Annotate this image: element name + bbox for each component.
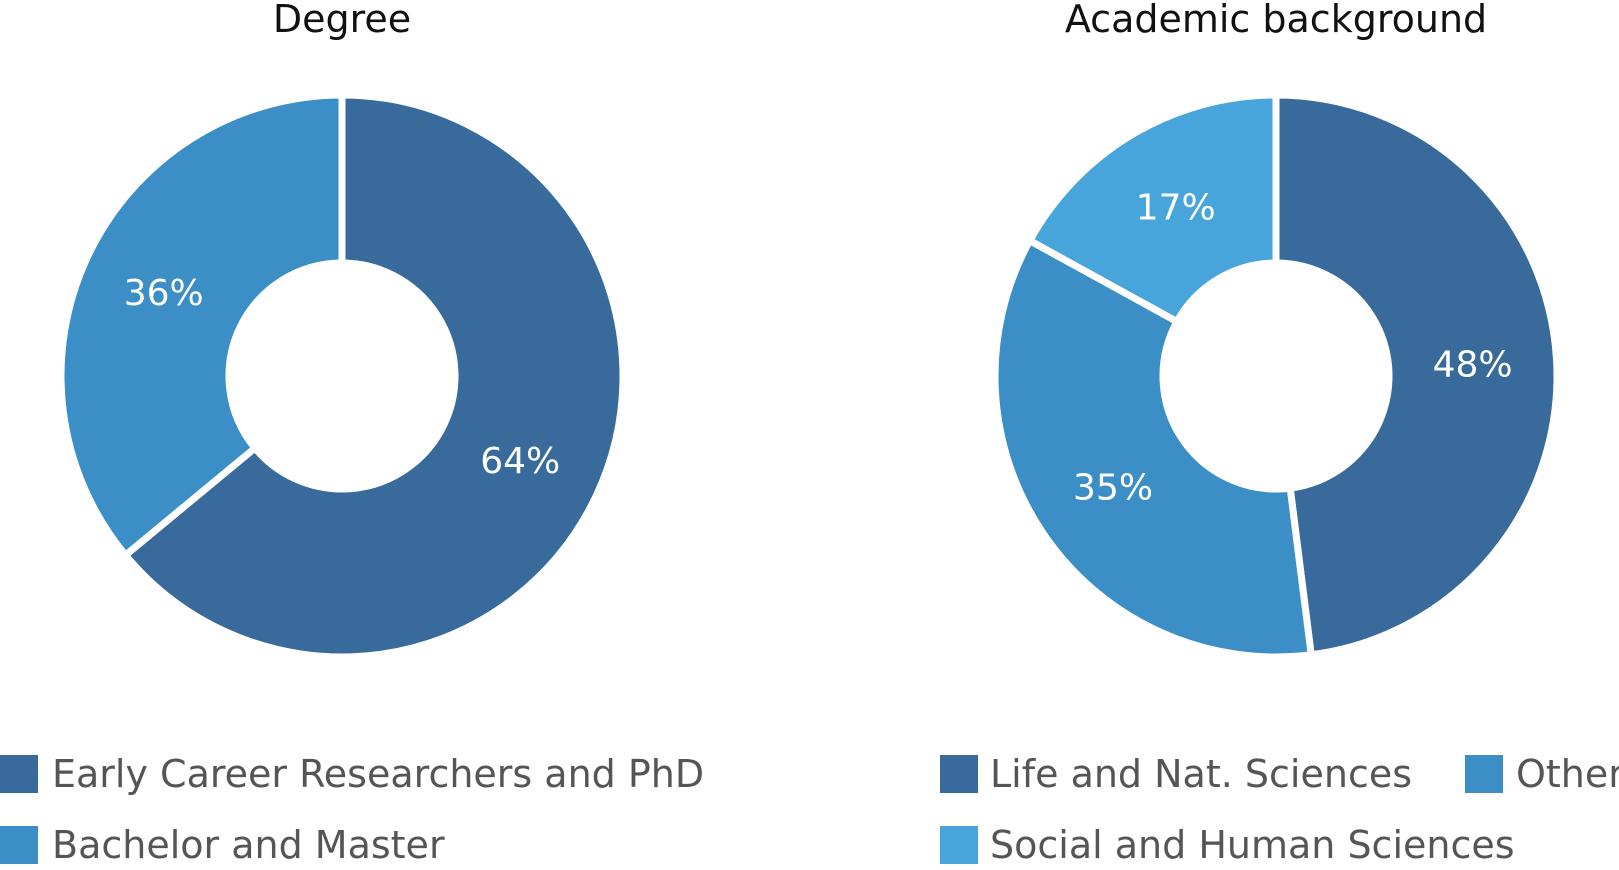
slice-0-1: [57, 91, 346, 561]
legend-label-1-1: Other: [1516, 752, 1619, 796]
slice-label-1-2: 17%: [1136, 187, 1216, 228]
slice-label-0-0: 64%: [480, 441, 560, 482]
legend-label-1-2: Social and Human Sciences: [990, 823, 1515, 867]
legend-swatch-1-0: [940, 755, 978, 793]
slice-label-1-1: 35%: [1073, 468, 1153, 509]
legend-label-0-1: Bachelor and Master: [52, 823, 445, 867]
legend-label-0-0: Early Career Researchers and PhD: [52, 752, 704, 796]
slice-0-0: [120, 91, 627, 661]
chart-title-1: Academic background: [1065, 0, 1487, 41]
legend-label-1-0: Life and Nat. Sciences: [990, 752, 1412, 796]
chart-title-0: Degree: [273, 0, 411, 41]
slice-1-0: [1272, 91, 1561, 659]
legend-swatch-0-0: [0, 755, 38, 793]
slice-label-0-1: 36%: [124, 273, 204, 314]
slice-label-1-0: 48%: [1433, 345, 1513, 386]
slice-1-2: [1025, 91, 1280, 327]
legend-swatch-1-1: [1465, 755, 1503, 793]
slice-1-1: [991, 235, 1316, 661]
legend-swatch-1-2: [940, 826, 978, 864]
legend-swatch-0-1: [0, 826, 38, 864]
